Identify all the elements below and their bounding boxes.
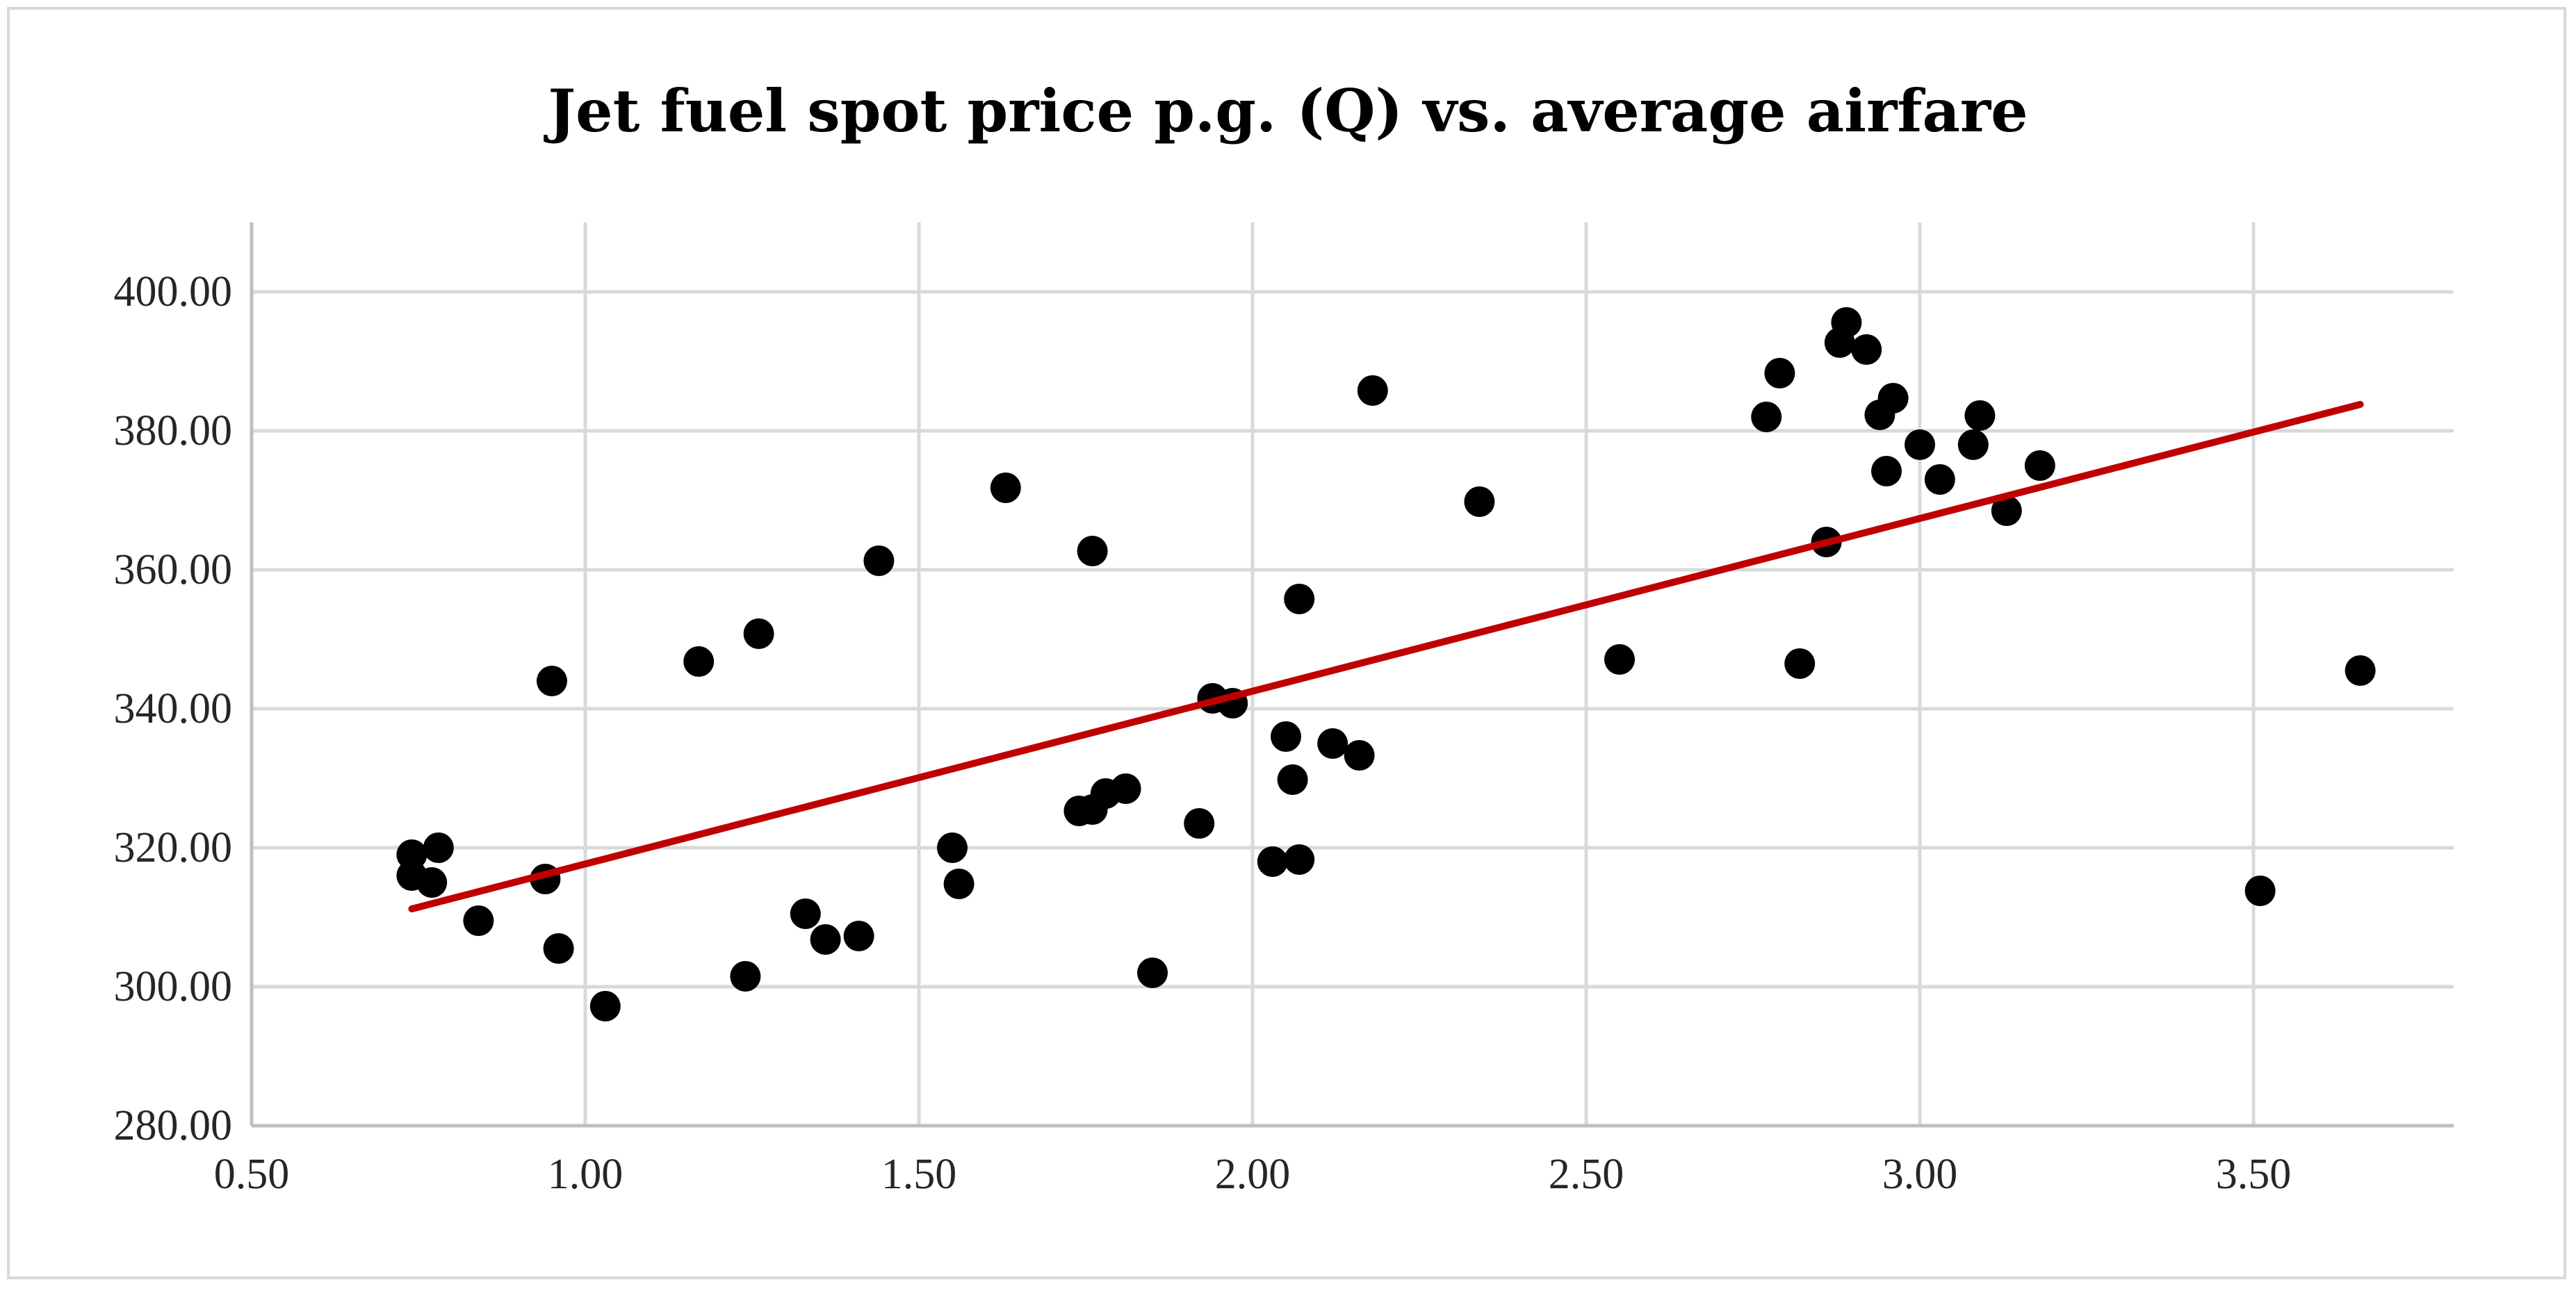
data-point: [1877, 383, 1909, 413]
data-point: [1924, 464, 1955, 495]
data-point: [1991, 495, 2022, 526]
data-point: [743, 618, 774, 649]
data-point: [1257, 846, 1288, 877]
data-point: [1277, 764, 1308, 795]
gridlines: [252, 222, 2454, 1126]
data-point: [463, 905, 494, 936]
x-tick-label: 3.00: [1882, 1151, 1958, 1198]
data-point: [843, 921, 874, 951]
data-point: [1905, 429, 1935, 460]
data-point: [1964, 400, 1996, 431]
data-point: [1184, 808, 1215, 839]
data-point: [1077, 536, 1108, 566]
y-tick-label: 340.00: [114, 685, 233, 732]
data-point: [1751, 402, 1782, 432]
data-points: [396, 307, 2376, 1021]
data-point: [1604, 644, 1635, 675]
data-point: [2244, 876, 2276, 906]
data-point: [1110, 773, 1141, 804]
data-point: [423, 832, 454, 863]
data-point: [790, 898, 821, 929]
y-tick-label: 360.00: [114, 546, 233, 593]
data-point: [2024, 450, 2055, 481]
data-point: [1344, 740, 1375, 771]
data-point: [943, 869, 975, 899]
data-point: [810, 924, 841, 955]
data-point: [416, 867, 448, 898]
data-point: [1284, 584, 1315, 614]
x-tick-label: 2.00: [1215, 1151, 1291, 1198]
data-point: [589, 991, 621, 1021]
data-point: [1271, 721, 1301, 752]
y-tick-label: 280.00: [114, 1102, 233, 1149]
data-point: [543, 933, 574, 964]
x-tick-label: 0.50: [214, 1151, 290, 1198]
data-point: [1137, 958, 1168, 988]
y-tick-label: 320.00: [114, 824, 233, 871]
x-axis-ticks: 0.50 1.00 1.50 2.00 2.50 3.00 3.50: [214, 1151, 2292, 1198]
data-point: [396, 839, 427, 870]
data-point: [683, 646, 715, 677]
data-point: [730, 961, 761, 992]
chart-title: Jet fuel spot price p.g. (Q) vs. average…: [548, 76, 2028, 145]
data-point: [1464, 486, 1495, 517]
y-tick-label: 300.00: [114, 963, 233, 1010]
data-point: [863, 545, 895, 576]
trendline-layer: [408, 401, 2364, 912]
data-point: [1871, 456, 1902, 486]
data-point: [1764, 358, 1795, 388]
x-tick-label: 2.50: [1549, 1151, 1624, 1198]
y-tick-label: 380.00: [114, 407, 233, 454]
data-point: [1831, 307, 1862, 338]
trendline: [408, 401, 2364, 912]
data-point: [2345, 655, 2376, 686]
chart-area: [7, 7, 2566, 1279]
y-tick-label: 400.00: [114, 268, 233, 315]
axes: [250, 222, 2454, 1128]
data-point: [537, 666, 567, 696]
data-point: [1851, 334, 1882, 365]
x-tick-label: 3.50: [2216, 1151, 2292, 1198]
y-axis-ticks: 280.00 300.00 320.00 340.00 360.00 380.00 400.…: [114, 268, 233, 1149]
data-point: [1784, 648, 1816, 679]
data-point: [937, 832, 968, 863]
data-point: [990, 473, 1021, 503]
x-tick-label: 1.50: [881, 1151, 957, 1198]
data-point: [1357, 375, 1388, 406]
data-point: [1317, 728, 1348, 759]
x-tick-label: 1.00: [548, 1151, 623, 1198]
data-point: [1284, 844, 1315, 875]
data-point: [1957, 429, 1989, 460]
